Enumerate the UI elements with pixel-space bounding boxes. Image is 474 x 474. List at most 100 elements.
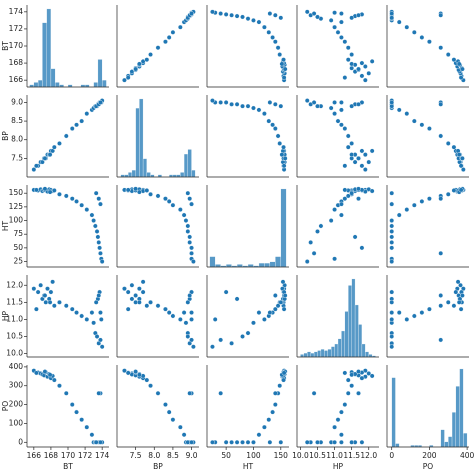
scatter-point: [155, 45, 161, 51]
scatter-point: [148, 383, 153, 389]
x-tick-label: 168: [44, 451, 59, 460]
scatter-point: [332, 439, 337, 445]
hist-bar: [275, 256, 281, 268]
scatter-point: [349, 65, 355, 71]
scatter-point: [47, 152, 53, 158]
scatter-point: [91, 218, 97, 223]
x-tick-label: 174: [95, 451, 110, 460]
scatter-point: [133, 293, 139, 298]
scatter-point: [229, 340, 235, 346]
y-tick-label: 75: [13, 229, 23, 238]
scatter-point: [332, 24, 337, 30]
scatter-point: [349, 61, 355, 67]
scatter-point: [125, 289, 131, 295]
scatter-point: [267, 11, 273, 16]
hist-bar: [463, 432, 468, 448]
scatter-point: [251, 17, 256, 23]
hist-bar: [146, 172, 151, 178]
scatter-point: [389, 299, 395, 305]
scatter-point: [74, 198, 79, 204]
scatter-point: [272, 12, 278, 18]
scatter-point: [93, 299, 99, 305]
scatter-point: [389, 239, 395, 245]
y-axis-label: HP: [1, 310, 10, 321]
scatter-point: [163, 196, 168, 202]
hist-bar: [459, 368, 464, 448]
scatter-point: [48, 289, 54, 295]
scatter-point: [218, 337, 224, 343]
scatter-point: [122, 77, 127, 83]
hist-bar: [317, 350, 322, 358]
y-tick-label: 170: [9, 41, 24, 50]
scatter-point: [223, 11, 229, 17]
scatter-point: [438, 196, 444, 202]
scatter-point: [140, 279, 146, 285]
scatter-point: [245, 439, 251, 445]
scatter-point: [177, 424, 183, 430]
scatter-point: [419, 122, 425, 128]
y-tick-label: 25: [13, 257, 23, 266]
scatter-point: [438, 133, 444, 139]
hist-bar: [209, 256, 216, 268]
y-tick-label: 300: [9, 381, 24, 390]
x-axis-label: PO: [423, 462, 434, 471]
scatter-point: [45, 286, 50, 292]
scatter-point: [31, 286, 37, 292]
scatter-point: [84, 111, 90, 117]
scatter-point: [359, 439, 365, 445]
scatter-point: [349, 103, 355, 109]
hist-bar: [348, 285, 352, 358]
scatter-point: [272, 306, 278, 312]
scatter-point: [51, 303, 57, 309]
x-tick-label: 170: [61, 451, 76, 460]
scatter-point: [69, 196, 75, 202]
scatter-point: [240, 103, 245, 109]
scatter-point: [345, 133, 351, 139]
hist-bar: [365, 351, 369, 358]
scatter-point: [349, 190, 355, 196]
scatter-point: [251, 439, 256, 445]
scatter-point: [359, 60, 365, 66]
scatter-point: [275, 303, 281, 309]
scatter-point: [245, 16, 251, 22]
x-tick-label: 200: [422, 451, 437, 460]
scatter-point: [427, 39, 432, 45]
scatter-point: [419, 35, 425, 40]
scatter-point: [187, 196, 193, 202]
scatter-point: [94, 334, 100, 339]
scatter-point: [396, 310, 402, 315]
scatter-point: [256, 107, 262, 113]
scatter-point: [96, 196, 102, 202]
scatter-point: [93, 190, 99, 196]
x-tick-label: 7.5: [130, 451, 142, 460]
scatter-point: [389, 344, 395, 350]
scatter-point: [349, 152, 355, 158]
scatter-point: [389, 190, 395, 196]
hist-bar: [327, 349, 332, 358]
x-tick-label: 10.0: [292, 451, 309, 460]
scatter-point: [339, 432, 344, 438]
scatter-point: [458, 75, 464, 81]
scatter-point: [279, 152, 285, 158]
hist-bar: [303, 352, 308, 358]
scatter-point: [183, 320, 189, 326]
hist-bar: [455, 386, 460, 448]
scatter-point: [136, 299, 142, 305]
scatter-point: [272, 126, 278, 131]
x-tick-label: 100: [246, 451, 261, 460]
scatter-point: [144, 377, 150, 383]
scatter-point: [359, 375, 365, 381]
scatter-point: [42, 293, 48, 298]
scatter-point: [125, 370, 131, 376]
scatter-point: [96, 390, 102, 396]
scatter-point: [31, 167, 37, 172]
scatter-point: [98, 310, 103, 315]
scatter-point: [144, 57, 150, 63]
scatter-point: [389, 317, 395, 322]
scatter-point: [281, 377, 286, 383]
scatter-point: [311, 390, 317, 396]
scatter-point: [136, 61, 142, 67]
scatter-point: [282, 66, 288, 72]
y-tick-label: 172: [9, 24, 24, 33]
scatter-point: [185, 190, 191, 196]
